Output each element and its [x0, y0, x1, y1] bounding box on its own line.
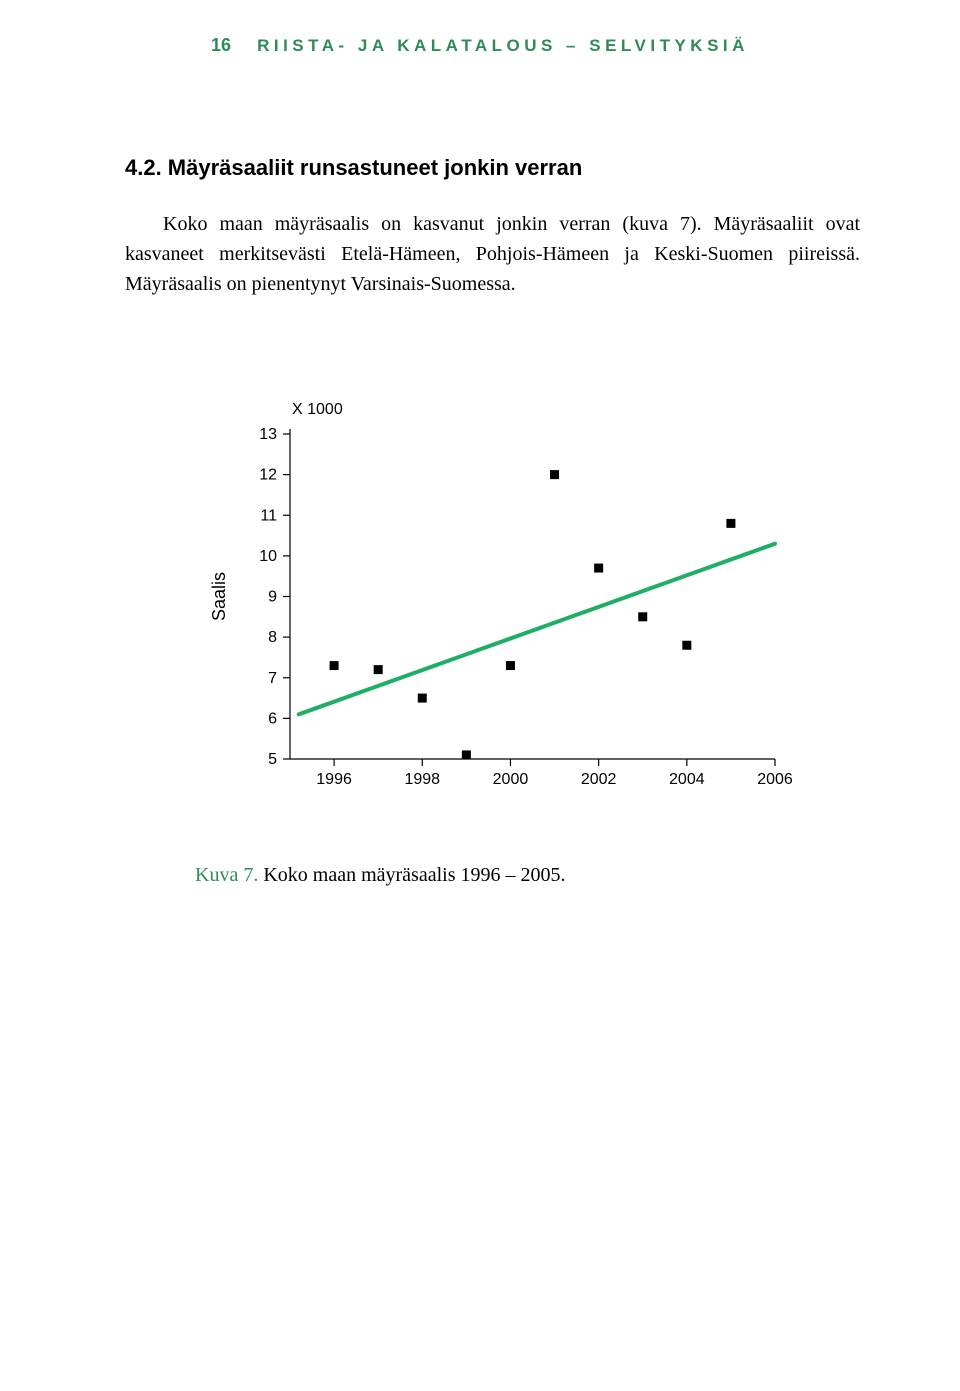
- svg-text:1998: 1998: [404, 771, 440, 788]
- scatter-chart: 5 6 7 8 9 10 11 12 13 1996 1998 2000 2002 2004 2006 X 1…: [195, 389, 795, 809]
- svg-text:2002: 2002: [581, 771, 617, 788]
- svg-text:Saalis: Saalis: [209, 572, 229, 621]
- running-head: 16 RIISTA- JA KALATALOUS – SELVITYKSIÄ: [0, 35, 960, 56]
- page-number: 16: [211, 35, 231, 55]
- svg-text:10: 10: [259, 548, 277, 565]
- section: 4.2. Mäyräsaaliit runsastuneet jonkin ve…: [125, 155, 860, 887]
- running-title: RIISTA- JA KALATALOUS – SELVITYKSIÄ: [257, 36, 749, 55]
- page: 16 RIISTA- JA KALATALOUS – SELVITYKSIÄ 4…: [0, 0, 960, 1391]
- svg-text:2000: 2000: [493, 771, 529, 788]
- svg-text:2006: 2006: [757, 771, 793, 788]
- svg-text:X 1000: X 1000: [292, 401, 343, 418]
- svg-text:7: 7: [268, 670, 277, 687]
- caption-label: Kuva 7.: [195, 864, 258, 886]
- svg-text:2004: 2004: [669, 771, 705, 788]
- svg-text:13: 13: [259, 426, 277, 443]
- chart-svg: 5 6 7 8 9 10 11 12 13 1996 1998 2000 2002 2004 2006 X 1…: [195, 389, 795, 809]
- figure-caption: Kuva 7. Koko maan mäyräsaalis 1996 – 200…: [195, 864, 860, 887]
- svg-text:11: 11: [260, 507, 277, 524]
- svg-text:1996: 1996: [316, 771, 352, 788]
- svg-text:9: 9: [268, 589, 277, 606]
- svg-text:12: 12: [259, 467, 277, 484]
- svg-text:5: 5: [268, 751, 277, 768]
- section-heading: 4.2. Mäyräsaaliit runsastuneet jonkin ve…: [125, 155, 860, 181]
- body-paragraph: Koko maan mäyräsaalis on kasvanut jonkin…: [125, 209, 860, 299]
- caption-text: Koko maan mäyräsaalis 1996 – 2005.: [258, 864, 565, 886]
- figure: 5 6 7 8 9 10 11 12 13 1996 1998 2000 2002 2004 2006 X 1…: [195, 389, 860, 887]
- svg-text:6: 6: [268, 710, 277, 727]
- svg-text:8: 8: [268, 629, 277, 646]
